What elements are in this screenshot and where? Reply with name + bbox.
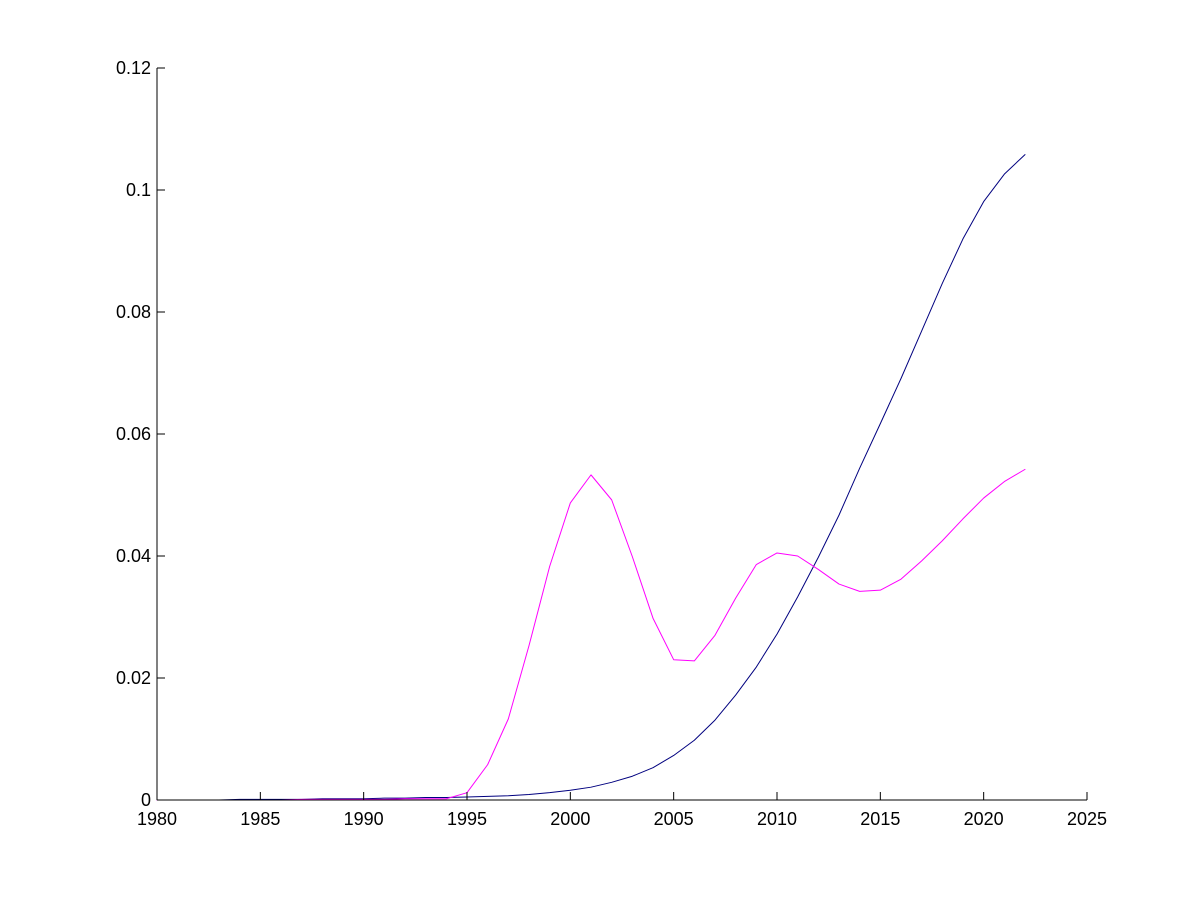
y-tick-label: 0.04 (116, 546, 151, 566)
x-tick-label: 2005 (654, 809, 694, 829)
x-tick-label: 1990 (344, 809, 384, 829)
y-tick-label: 0 (141, 790, 151, 810)
x-tick-label: 2015 (860, 809, 900, 829)
y-tick-label: 0.08 (116, 302, 151, 322)
y-tick-label: 0.02 (116, 668, 151, 688)
y-tick-label: 0.06 (116, 424, 151, 444)
series-layer (156, 154, 1026, 801)
series-line-2 (156, 468, 1026, 801)
x-tick-label: 2020 (964, 809, 1004, 829)
x-tick-label: 1985 (240, 809, 280, 829)
x-axis-ticks: 1980 1985 1990 1995 2000 2005 2010 2015 2020 2025 (137, 792, 1107, 829)
x-tick-label: 2010 (757, 809, 797, 829)
x-tick-label: 2000 (550, 809, 590, 829)
x-tick-label: 1980 (137, 809, 177, 829)
y-tick-label: 0.1 (126, 180, 151, 200)
y-tick-label: 0.12 (116, 58, 151, 78)
x-tick-label: 1995 (447, 809, 487, 829)
x-tick-label: 2025 (1067, 809, 1107, 829)
y-axis-ticks: 0 0.02 0.04 0.06 0.08 0.1 0.12 (116, 58, 165, 810)
